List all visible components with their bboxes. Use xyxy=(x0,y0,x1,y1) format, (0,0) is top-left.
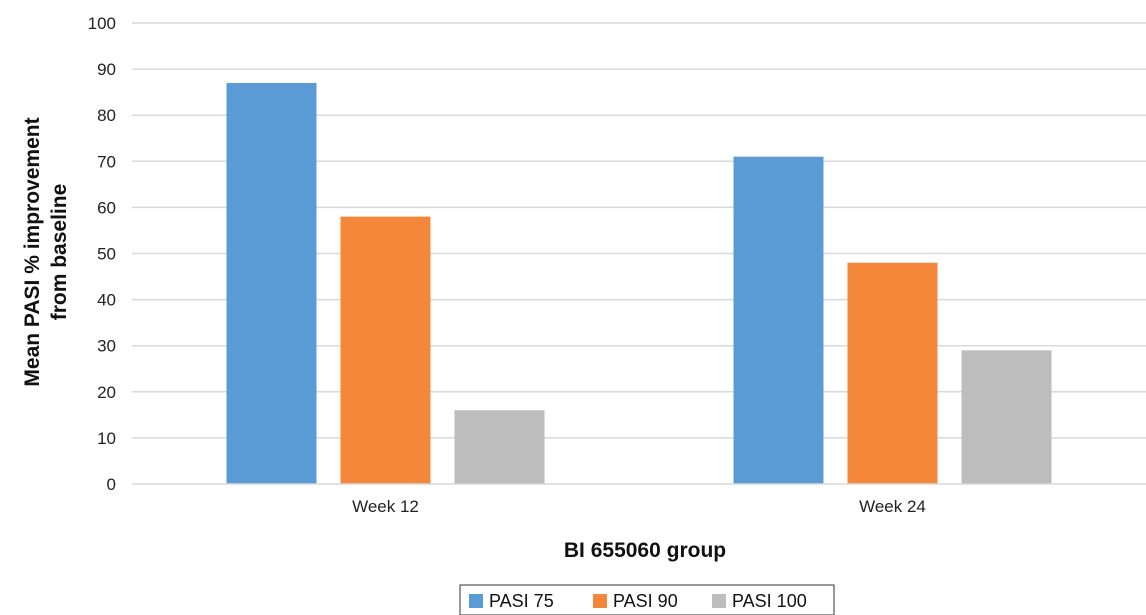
legend-swatch xyxy=(593,594,607,608)
bar-pasi-90-week-24 xyxy=(847,262,938,484)
y-tick-label: 50 xyxy=(97,245,116,264)
bar-pasi-75-week-24 xyxy=(733,156,824,484)
y-tick-label: 20 xyxy=(97,383,116,402)
legend-label: PASI 100 xyxy=(732,591,807,611)
legend-swatch xyxy=(712,594,726,608)
legend: PASI 75 PASI 90 PASI 100 xyxy=(459,584,835,615)
y-tick-label: 70 xyxy=(97,152,116,171)
bar-pasi-100-week-12 xyxy=(454,410,545,484)
x-axis-ticks: Week 12 Week 24 xyxy=(352,497,926,516)
bar-pasi-90-week-12 xyxy=(340,216,431,484)
y-tick-label: 90 xyxy=(97,60,116,79)
y-tick-label: 100 xyxy=(88,14,116,33)
legend-label: PASI 90 xyxy=(613,591,678,611)
legend-label: PASI 75 xyxy=(489,591,554,611)
y-tick-label: 80 xyxy=(97,106,116,125)
y-tick-label: 30 xyxy=(97,337,116,356)
x-axis-title: BI 655060 group xyxy=(564,539,726,562)
y-axis-ticks: 0 10 20 30 40 50 60 70 80 90 100 xyxy=(88,14,116,494)
y-tick-label: 60 xyxy=(97,198,116,217)
bars xyxy=(226,82,1052,485)
bar-pasi-100-week-24 xyxy=(961,350,1052,484)
bar-pasi-75-week-12 xyxy=(226,82,317,485)
y-axis-title-line-2: from baseline xyxy=(48,184,71,321)
y-tick-label: 40 xyxy=(97,291,116,310)
x-tick-label: Week 24 xyxy=(859,497,926,516)
x-tick-label: Week 12 xyxy=(352,497,419,516)
legend-border xyxy=(459,584,835,615)
y-tick-label: 0 xyxy=(107,475,116,494)
legend-swatch xyxy=(469,594,483,608)
y-tick-label: 10 xyxy=(97,429,116,448)
y-axis-title-line-1: Mean PASI % improvement xyxy=(21,117,44,386)
